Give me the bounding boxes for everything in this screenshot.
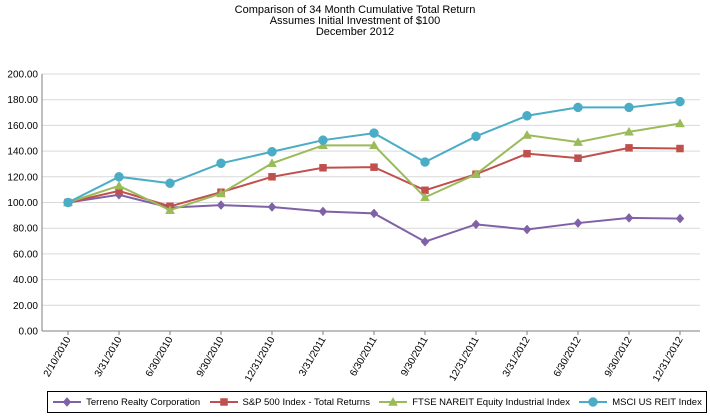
data-point <box>522 111 532 121</box>
x-tick-label: 3/31/2010 <box>93 335 125 379</box>
data-point <box>216 200 226 210</box>
y-tick-label: 60.00 <box>13 249 38 260</box>
x-tick-label: 12/31/2010 <box>243 335 278 384</box>
data-point <box>573 218 583 228</box>
data-point <box>267 202 277 212</box>
data-point <box>370 163 378 171</box>
x-tick-label: 3/31/2011 <box>297 335 329 379</box>
data-point <box>675 213 685 224</box>
data-point <box>471 219 481 230</box>
data-point <box>522 224 532 235</box>
y-tick-label: 140.00 <box>7 147 38 158</box>
data-point <box>625 144 633 152</box>
legend-item: FTSE NAREIT Equity Industrial Index <box>378 396 570 408</box>
chart-title: Comparison of 34 Month Cumulative Total … <box>234 4 476 16</box>
data-point <box>420 192 430 202</box>
y-tick-label: 120.00 <box>7 172 38 183</box>
data-point <box>471 131 481 142</box>
legend-label: S&P 500 Index - Total Returns <box>242 396 370 408</box>
data-point <box>624 102 634 113</box>
legend-marker <box>62 397 72 407</box>
data-point <box>523 149 531 158</box>
chart-date-label: December 2012 <box>315 26 395 38</box>
data-point <box>318 135 328 145</box>
x-tick-label: 6/30/2011 <box>348 335 380 379</box>
data-point <box>267 146 277 157</box>
series-terreno-realty-corporation <box>63 189 685 247</box>
data-point <box>216 158 226 169</box>
data-point <box>573 102 583 113</box>
data-point <box>114 172 124 182</box>
data-point <box>573 137 583 146</box>
data-point <box>676 144 684 153</box>
data-point <box>114 180 124 190</box>
legend-item: S&P 500 Index - Total Returns <box>209 396 370 408</box>
legend-label: Terreno Realty Corporation <box>86 396 201 408</box>
y-tick-label: 20.00 <box>13 301 38 312</box>
data-point <box>420 157 430 167</box>
y-tick-label: 100.00 <box>7 198 38 209</box>
data-point <box>624 213 634 223</box>
x-tick-label: 12/31/2012 <box>651 335 686 384</box>
data-point <box>63 197 73 208</box>
data-point <box>420 236 430 247</box>
data-point <box>165 178 175 188</box>
x-tick-label: 12/31/2011 <box>447 335 481 384</box>
data-point <box>675 118 685 128</box>
x-tick-label: 2/10/2010 <box>42 335 74 379</box>
x-tick-label: 9/30/2012 <box>603 335 635 379</box>
data-point <box>369 140 379 150</box>
x-tick-label: 3/31/2012 <box>501 335 533 379</box>
legend-swatch <box>379 396 408 406</box>
data-point <box>522 130 532 139</box>
data-point <box>268 173 276 181</box>
data-point <box>624 126 634 136</box>
x-tick-label: 9/30/2010 <box>195 335 227 379</box>
chart-legend: Terreno Realty Corporation S&P 500 Index … <box>47 391 707 413</box>
legend-item: MSCI US REIT Index <box>578 396 702 408</box>
legend-label: MSCI US REIT Index <box>612 396 702 408</box>
data-point <box>471 169 481 178</box>
chart-subtitle: Assumes Initial Investment of $100 <box>269 15 441 27</box>
data-point <box>675 96 685 107</box>
data-point <box>216 188 226 198</box>
y-tick-label: 0.00 <box>19 327 39 338</box>
data-point <box>318 206 328 217</box>
y-tick-label: 200.00 <box>7 70 38 81</box>
data-point <box>369 128 379 138</box>
y-tick-label: 180.00 <box>7 95 38 106</box>
data-point <box>574 154 582 162</box>
x-tick-label: 6/30/2012 <box>552 335 584 379</box>
x-tick-label: 6/30/2010 <box>144 335 176 379</box>
legend-marker <box>388 396 399 406</box>
legend-swatch <box>579 397 608 407</box>
gridlines <box>42 73 700 332</box>
data-point <box>165 205 175 214</box>
legend-swatch <box>53 397 82 407</box>
data-point <box>369 208 379 219</box>
legend-label: FTSE NAREIT Equity Industrial Index <box>412 396 570 408</box>
chart-title-block: Comparison of 34 Month Cumulative Total … <box>0 5 710 38</box>
legend-marker <box>588 397 598 407</box>
y-tick-label: 80.00 <box>13 224 38 235</box>
x-tick-label: 9/30/2011 <box>399 335 431 379</box>
legend-marker <box>219 398 228 406</box>
y-tick-label: 160.00 <box>7 121 38 132</box>
series-line <box>67 100 681 204</box>
data-point <box>267 158 277 168</box>
series-msci-us-reit-index <box>63 96 685 208</box>
legend-item: Terreno Realty Corporation <box>52 396 200 408</box>
y-tick-label: 40.00 <box>13 275 38 286</box>
data-point <box>319 164 327 172</box>
legend-swatch <box>209 398 238 406</box>
